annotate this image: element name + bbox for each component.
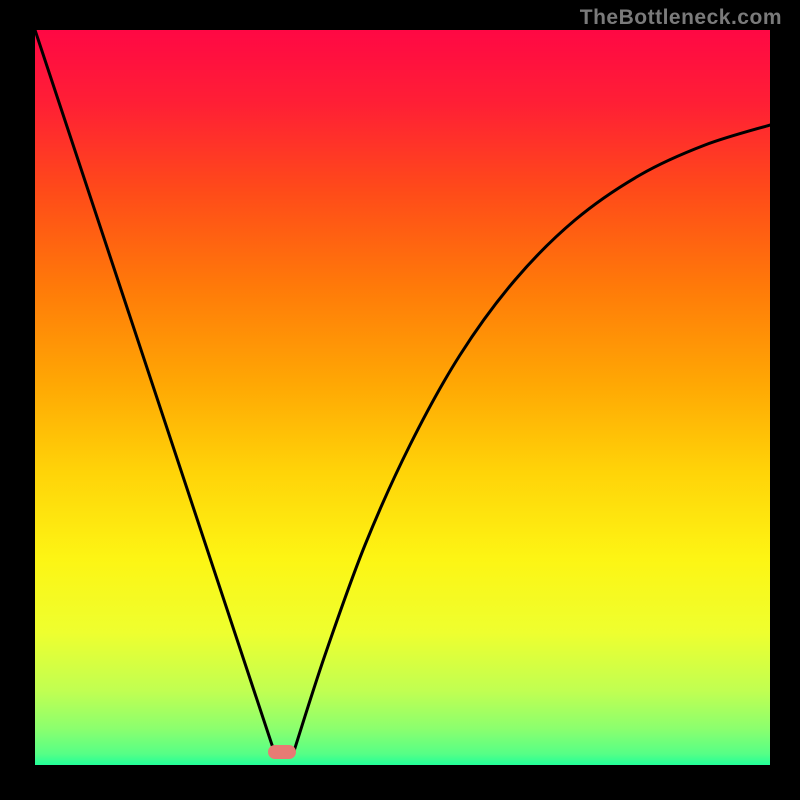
chart-container: TheBottleneck.com xyxy=(0,0,800,800)
gradient-background xyxy=(35,30,770,765)
plot-svg xyxy=(35,30,770,765)
minimum-marker xyxy=(268,745,296,759)
watermark-text: TheBottleneck.com xyxy=(580,6,782,30)
plot-area xyxy=(35,30,770,765)
